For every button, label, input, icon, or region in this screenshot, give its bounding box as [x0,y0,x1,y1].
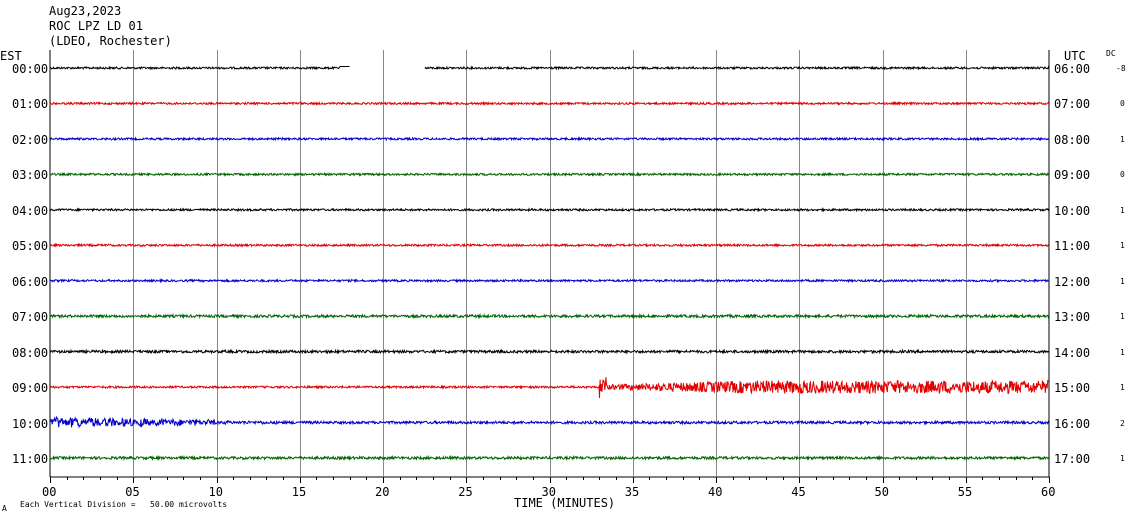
est-hour-label: 10:00 [12,416,49,431]
trace-0800 [49,348,1050,355]
utc-hour-label: 10:00 [1054,203,1091,218]
utc-hour-label: 09:00 [1054,168,1091,183]
trace-0700 [49,312,1050,320]
x-tick-label: 50 [874,485,889,499]
est-hour-label: 11:00 [12,451,49,466]
trace-1000 [49,415,1050,429]
utc-hour-label: 11:00 [1054,239,1091,254]
header-date: Aug23,2023 [49,4,122,18]
utc-hour-label: 15:00 [1054,381,1091,396]
trace-0000 [424,65,1050,71]
x-tick-label: 55 [957,485,973,499]
est-hour-label: 08:00 [12,345,49,360]
trace-0000 [49,65,350,71]
utc-hour-label: 17:00 [1054,451,1091,466]
utc-hour-label: 12:00 [1054,274,1091,289]
dc-offset-value: 1 [1120,241,1125,251]
est-hour-label: 07:00 [12,310,49,325]
x-tick-label: 15 [291,485,307,499]
vertical-division-note: Each Vertical Division = 50.00 microvolt… [20,500,228,509]
trace-0400 [49,207,1050,213]
x-tick-label: 60 [1041,485,1056,499]
est-hour-label: 01:00 [12,97,49,112]
trace-1100 [49,454,1050,462]
est-label: EST [0,49,22,63]
dc-offset-value: 1 [1120,205,1125,215]
x-tick-label: 35 [624,485,640,499]
dc-offset-value: 1 [1120,383,1125,393]
est-hour-label: 03:00 [12,168,49,183]
trace-0500 [49,242,1050,248]
x-axis-label: TIME (MINUTES) [514,496,616,510]
est-hour-label: 05:00 [12,239,49,254]
trace-0100 [49,100,1050,107]
dc-offset-value: 0 [1120,99,1125,109]
dc-offset-value: 1 [1120,276,1125,286]
utc-hour-label: 06:00 [1054,62,1091,76]
header-station: ROC LPZ LD 01 [49,19,143,33]
est-hour-label: 04:00 [12,203,49,218]
est-hour-label: 02:00 [12,132,49,147]
trace-0300 [49,171,1049,177]
dc-offset-value: 2 [1120,418,1125,428]
est-hour-label: 00:00 [12,62,49,76]
x-tick-label: 20 [375,485,390,499]
utc-hour-label: 16:00 [1054,416,1091,431]
dc-offset-value: 1 [1120,453,1125,463]
dc-label: DC [1106,49,1116,58]
est-hour-label: 06:00 [12,274,49,289]
x-tick-label: 45 [791,485,806,499]
x-tick-label: 10 [208,485,223,499]
x-tick-label: 25 [458,485,473,499]
corner-mark: A [2,504,7,513]
dc-offset-value: 0 [1120,170,1125,180]
trace-0200 [49,136,1050,142]
dc-offset-value: -8 [1116,64,1126,73]
utc-hour-label: 08:00 [1054,132,1091,147]
trace-0900 [49,377,1050,399]
trace-0600 [49,278,1049,284]
header-source: (LDEO, Rochester) [49,34,172,48]
x-tick-label: 00 [42,485,57,499]
dc-offset-value: 1 [1120,134,1125,144]
x-tick-label: 40 [708,485,723,499]
x-tick-label: 30 [541,485,556,499]
utc-hour-label: 07:00 [1054,97,1091,112]
utc-hour-label: 14:00 [1054,345,1091,360]
utc-label: UTC [1064,49,1086,63]
est-hour-label: 09:00 [12,381,49,396]
x-tick-label: 05 [125,485,140,499]
dc-offset-value: 1 [1120,312,1125,322]
dc-offset-value: 1 [1120,347,1125,357]
utc-hour-label: 13:00 [1054,310,1091,325]
